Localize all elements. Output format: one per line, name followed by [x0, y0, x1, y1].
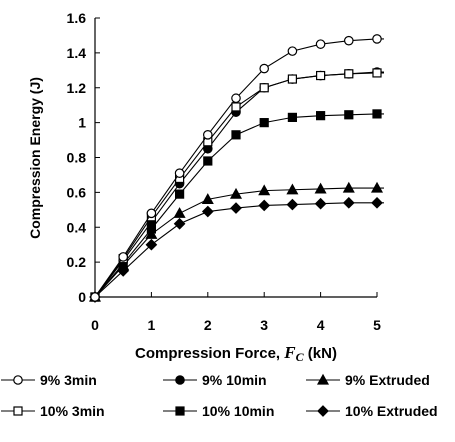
legend-item: 10% 3min: [0, 403, 105, 419]
legend-marker: [318, 406, 328, 416]
x-axis-label-unit: (kN): [304, 345, 337, 362]
data-point: [176, 190, 184, 198]
data-point: [373, 110, 381, 118]
data-point: [344, 198, 354, 208]
x-tick-label: 0: [91, 317, 99, 333]
x-tick-label: 4: [317, 317, 325, 333]
chart: 0 0.2 0.4 0.6 0.8 1 1.2 1.4 1.6 0 1 2 3 4 5 Compressio…: [0, 0, 455, 367]
data-point: [260, 119, 268, 127]
data-point: [204, 157, 212, 165]
legend: 9% 3min 9% 10min 9% Extruded 10% 3min 10% 10…: [0, 367, 455, 442]
data-point: [175, 219, 185, 229]
legend-symbol: [305, 404, 341, 418]
x-axis-label-var: F: [283, 343, 296, 362]
series-line: [95, 114, 384, 297]
legend-marker: [176, 407, 184, 415]
legend-item: 10% Extruded: [305, 403, 438, 419]
legend-item: 9% Extruded: [305, 372, 430, 388]
y-tick-label: 0.8: [67, 150, 87, 166]
data-point: [287, 200, 297, 210]
data-point: [231, 203, 241, 213]
data-point: [232, 94, 240, 102]
y-tick-label: 1.6: [67, 10, 87, 26]
series-layer: [90, 35, 384, 302]
data-point: [373, 35, 381, 43]
series-line: [95, 188, 384, 297]
legend-symbol: [162, 373, 198, 387]
series-10-3min: [91, 69, 384, 301]
data-point: [175, 208, 185, 217]
x-tick-label: 2: [204, 317, 212, 333]
legend-symbol: [305, 373, 341, 387]
data-point: [288, 75, 296, 83]
legend-label: 10% 10min: [202, 403, 274, 419]
data-point: [373, 69, 381, 77]
legend-symbol: [162, 404, 198, 418]
x-axis-label: Compression Force, FC (kN): [135, 343, 337, 364]
y-tick-label: 0: [78, 289, 86, 305]
data-point: [288, 47, 296, 55]
data-point: [119, 253, 127, 261]
legend-label: 9% 10min: [202, 372, 267, 388]
x-axis-label-main: Compression Force,: [135, 345, 284, 362]
series-line: [95, 203, 384, 297]
legend-marker: [176, 376, 184, 384]
data-point: [372, 198, 382, 208]
series-line: [95, 39, 384, 297]
data-point: [345, 36, 353, 44]
data-point: [316, 199, 326, 209]
data-point: [175, 169, 183, 177]
data-point: [345, 70, 353, 78]
data-point: [232, 131, 240, 139]
y-tick-label: 0.4: [67, 219, 87, 235]
data-point: [288, 113, 296, 121]
y-tick-label: 0.6: [67, 184, 87, 200]
data-point: [91, 293, 99, 301]
x-tick-label: 5: [373, 317, 381, 333]
data-point: [260, 84, 268, 92]
y-tick-label: 0.2: [67, 254, 87, 270]
data-point: [147, 209, 155, 217]
data-point: [317, 112, 325, 120]
legend-symbol: [0, 373, 36, 387]
data-point: [203, 207, 213, 217]
data-point: [316, 40, 324, 48]
data-point: [317, 72, 325, 80]
legend-label: 9% Extruded: [345, 372, 430, 388]
y-tick-label: 1.2: [67, 80, 87, 96]
y-tick-label: 1: [78, 115, 86, 131]
data-point: [259, 200, 269, 210]
legend-label: 10% 3min: [40, 403, 105, 419]
data-point: [345, 111, 353, 119]
legend-marker: [14, 376, 22, 384]
axes: 0 0.2 0.4 0.6 0.8 1 1.2 1.4 1.6 0 1 2 3 4 5: [67, 10, 382, 333]
legend-label: 9% 3min: [40, 372, 97, 388]
data-point: [260, 64, 268, 72]
legend-symbol: [0, 404, 36, 418]
y-axis-label: Compression Energy (J): [27, 77, 43, 239]
legend-item: 9% 10min: [162, 372, 267, 388]
legend-marker: [14, 407, 22, 415]
y-tick-label: 1.4: [67, 45, 87, 61]
data-point: [232, 103, 240, 111]
data-point: [204, 131, 212, 139]
x-tick-label: 1: [148, 317, 156, 333]
x-tick-label: 3: [260, 317, 268, 333]
legend-item: 10% 10min: [162, 403, 274, 419]
legend-item: 9% 3min: [0, 372, 97, 388]
legend-label: 10% Extruded: [345, 403, 438, 419]
